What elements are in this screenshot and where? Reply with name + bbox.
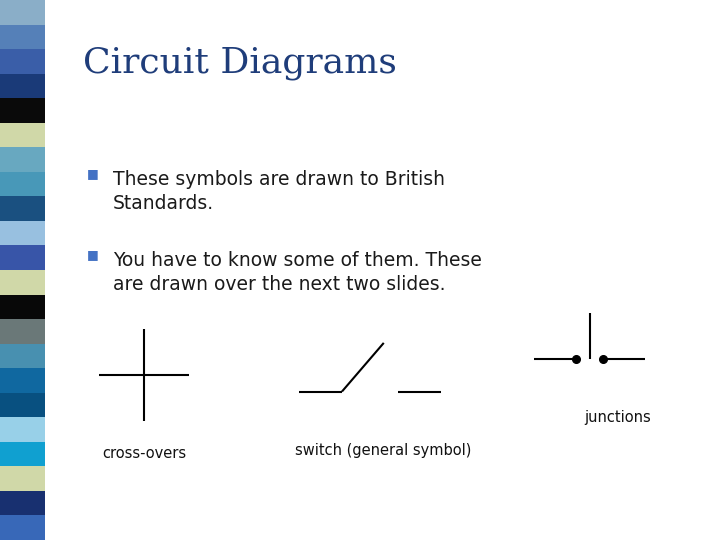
Bar bbox=[0, 467, 45, 491]
Bar bbox=[0, 49, 45, 73]
Text: switch (general symbol): switch (general symbol) bbox=[295, 443, 472, 458]
Bar bbox=[0, 98, 45, 123]
Text: Circuit Diagrams: Circuit Diagrams bbox=[83, 46, 397, 80]
Bar bbox=[0, 393, 45, 417]
Bar bbox=[0, 172, 45, 197]
Bar bbox=[0, 221, 45, 246]
Text: These symbols are drawn to British
Standards.: These symbols are drawn to British Stand… bbox=[113, 170, 445, 213]
Text: junctions: junctions bbox=[585, 410, 652, 426]
Bar bbox=[0, 24, 45, 49]
Bar bbox=[0, 73, 45, 98]
Bar bbox=[0, 197, 45, 221]
Bar bbox=[0, 270, 45, 294]
Bar bbox=[0, 442, 45, 467]
Bar bbox=[0, 343, 45, 368]
Bar bbox=[0, 246, 45, 270]
Text: cross-overs: cross-overs bbox=[102, 446, 186, 461]
Bar bbox=[0, 368, 45, 393]
Bar bbox=[0, 491, 45, 516]
Bar bbox=[0, 417, 45, 442]
Bar bbox=[0, 0, 45, 24]
Bar bbox=[0, 147, 45, 172]
Bar bbox=[0, 319, 45, 343]
Text: ■: ■ bbox=[86, 167, 98, 180]
Text: ■: ■ bbox=[86, 248, 98, 261]
Bar bbox=[0, 516, 45, 540]
Text: You have to know some of them. These
are drawn over the next two slides.: You have to know some of them. These are… bbox=[113, 251, 482, 294]
Bar bbox=[0, 123, 45, 147]
Bar bbox=[0, 294, 45, 319]
